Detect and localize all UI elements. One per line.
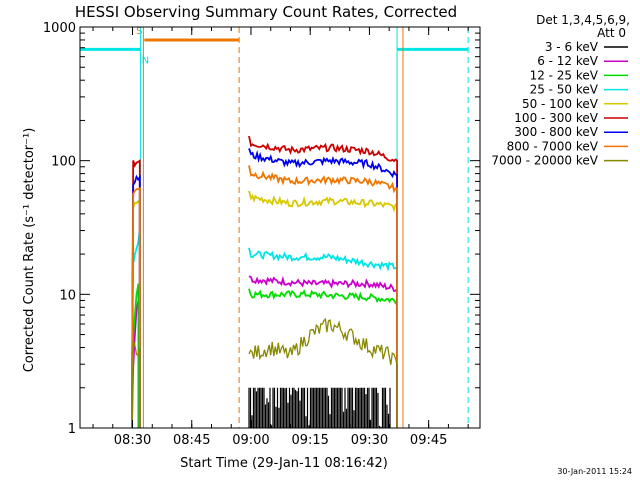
series-3-segment-1 bbox=[248, 247, 398, 428]
legend-label-7: 800 - 7000 keV bbox=[507, 139, 599, 153]
y-axis: 1 10 100 1000 bbox=[43, 21, 480, 437]
plot-frame bbox=[79, 26, 481, 429]
x-tick-label-4: 09:30 bbox=[351, 433, 388, 448]
series-5-segment-0 bbox=[131, 158, 141, 429]
series-6-segment-1 bbox=[248, 148, 398, 428]
series-8-segment-0 bbox=[131, 340, 141, 429]
legend-label-0: 3 - 6 keV bbox=[545, 40, 599, 54]
legend-label-3: 25 - 50 keV bbox=[530, 83, 599, 97]
x-axis: 08:30 08:45 09:00 09:15 09:30 09:45 bbox=[92, 27, 469, 448]
x-tick-label-1: 08:45 bbox=[173, 433, 210, 448]
y-axis-label: Corrected Count Rate (s⁻¹ detector⁻¹) bbox=[22, 128, 37, 373]
x-tick-label-2: 09:00 bbox=[232, 433, 269, 448]
y-tick-label-2: 100 bbox=[51, 155, 76, 170]
legend-label-8: 7000 - 20000 keV bbox=[491, 154, 598, 168]
y-tick-label-3: 1000 bbox=[43, 21, 76, 36]
series-6-segment-0 bbox=[131, 174, 141, 429]
chart-title: HESSI Observing Summary Count Rates, Cor… bbox=[75, 3, 457, 21]
series-4-segment-1 bbox=[248, 190, 398, 428]
series-8-segment-1 bbox=[248, 317, 398, 428]
legend-header-attenuator: Att 0 bbox=[597, 26, 626, 40]
legend-label-1: 6 - 12 keV bbox=[537, 54, 599, 68]
y-tick-label-1: 10 bbox=[59, 288, 76, 303]
footer-date: 30-Jan-2011 15:24 bbox=[557, 467, 632, 476]
series-7-segment-0 bbox=[131, 187, 141, 429]
legend-label-6: 300 - 800 keV bbox=[514, 125, 598, 139]
x-tick-label-5: 09:45 bbox=[410, 433, 447, 448]
series-1-segment-1 bbox=[248, 275, 398, 428]
series-0-segment-0 bbox=[248, 387, 391, 428]
saa-label: S bbox=[136, 26, 142, 37]
plot-area: SN bbox=[80, 26, 469, 429]
y-tick-label-0: 1 bbox=[68, 422, 76, 437]
series-7-segment-1 bbox=[248, 165, 398, 428]
night-label: N bbox=[142, 55, 149, 66]
legend-label-2: 12 - 25 keV bbox=[530, 68, 599, 82]
x-tick-label-3: 09:15 bbox=[291, 433, 328, 448]
series-2-segment-1 bbox=[248, 288, 398, 428]
legend-header-detectors: Det 1,3,4,5,6,9, bbox=[536, 13, 630, 27]
series-5-segment-1 bbox=[248, 135, 398, 428]
x-axis-label: Start Time (29-Jan-11 08:16:42) bbox=[180, 456, 388, 471]
legend-label-4: 50 - 100 keV bbox=[522, 97, 599, 111]
x-tick-label-0: 08:30 bbox=[114, 433, 151, 448]
legend-label-5: 100 - 300 keV bbox=[514, 111, 598, 125]
